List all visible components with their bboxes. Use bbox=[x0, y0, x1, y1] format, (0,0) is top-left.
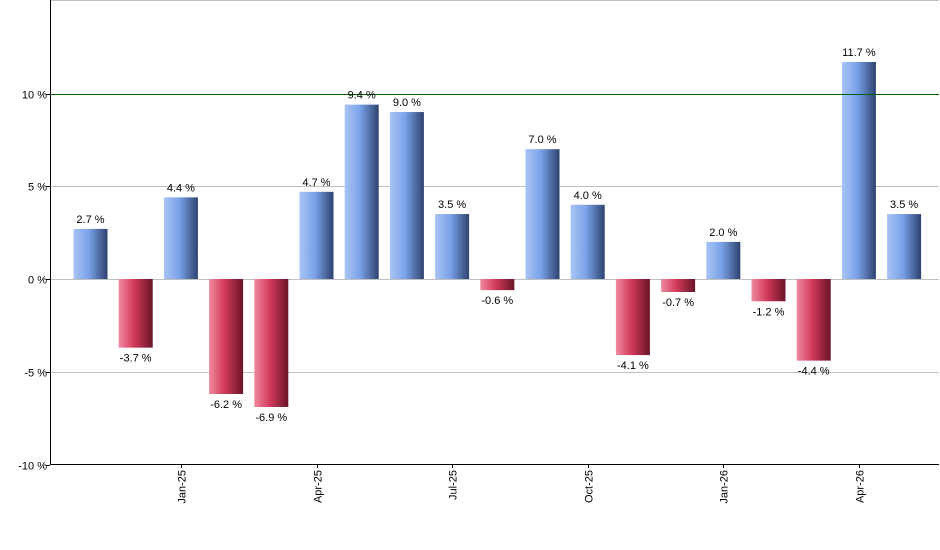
bar bbox=[525, 149, 560, 279]
x-tick-label: Jul-25 bbox=[448, 470, 460, 500]
data-label: 9.0 % bbox=[393, 97, 421, 109]
bar bbox=[299, 191, 334, 279]
y-tick-label: 5 % bbox=[28, 182, 47, 194]
bar bbox=[480, 279, 515, 291]
bar bbox=[661, 279, 696, 292]
bar bbox=[841, 61, 876, 280]
bars bbox=[73, 61, 922, 407]
bar bbox=[118, 279, 153, 348]
data-label: -6.2 % bbox=[210, 399, 242, 411]
data-label: -0.6 % bbox=[481, 295, 513, 307]
data-label: -0.7 % bbox=[662, 297, 694, 309]
data-label: 11.7 % bbox=[842, 47, 876, 59]
x-tick-label: Oct-25 bbox=[584, 470, 596, 503]
data-label: 2.7 % bbox=[76, 214, 104, 226]
data-label: 4.7 % bbox=[302, 177, 330, 189]
data-label: -4.4 % bbox=[798, 366, 830, 378]
data-label: 4.0 % bbox=[574, 190, 602, 202]
bar bbox=[706, 241, 741, 279]
bar bbox=[796, 279, 831, 361]
bar bbox=[615, 279, 650, 356]
bar bbox=[389, 112, 424, 279]
x-tick-label: Apr-26 bbox=[855, 470, 867, 503]
data-label: 7.0 % bbox=[528, 134, 556, 146]
data-label: 3.5 % bbox=[890, 199, 918, 211]
data-label: -1.2 % bbox=[753, 306, 785, 318]
x-tick-label: Jan-26 bbox=[719, 470, 731, 504]
data-label: 2.0 % bbox=[709, 227, 737, 239]
bar bbox=[751, 279, 786, 302]
bar bbox=[73, 228, 108, 279]
x-tick-label: Apr-25 bbox=[313, 470, 325, 503]
y-tick-label: 0 % bbox=[28, 275, 47, 287]
y-tick-label: 10 % bbox=[22, 90, 47, 102]
y-tick-label: -10 % bbox=[18, 461, 47, 473]
data-labels: 2.7 % -3.7 % 4.4 % -6.2 % -6.9 % 4.7 % 9.4 % 9.… bbox=[76, 47, 918, 424]
data-label: -6.9 % bbox=[255, 412, 287, 424]
x-tick-labels: Jan-25 Apr-25 Jul-25 Oct-25 Jan-26 Apr-26 bbox=[177, 470, 867, 504]
bar bbox=[435, 214, 470, 279]
bar bbox=[887, 214, 922, 279]
bar bbox=[570, 204, 605, 279]
bar bbox=[209, 279, 244, 395]
data-label: 9.4 % bbox=[348, 90, 376, 102]
bar bbox=[163, 197, 198, 279]
bar bbox=[344, 104, 379, 279]
x-tick-label: Jan-25 bbox=[177, 470, 189, 504]
bar bbox=[254, 279, 289, 407]
y-tick-label: -5 % bbox=[24, 368, 47, 380]
data-label: -4.1 % bbox=[617, 360, 649, 372]
axes bbox=[46, 0, 939, 468]
data-label: 4.4 % bbox=[167, 182, 195, 194]
y-tick-labels: 10 % 5 % 0 % -5 % -10 % bbox=[18, 90, 47, 473]
data-label: 3.5 % bbox=[438, 199, 466, 211]
data-label: -3.7 % bbox=[120, 353, 152, 365]
